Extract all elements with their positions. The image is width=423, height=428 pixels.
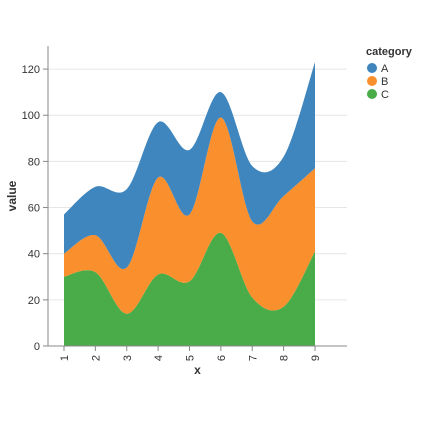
y-axis-ticks: 0 20 40 60 80 100 120 <box>22 64 48 353</box>
legend-label-C: C <box>381 89 389 101</box>
area-series-C <box>64 232 315 346</box>
axes: 0 20 40 60 80 100 120 1 2 3 4 5 6 7 8 9 x value <box>5 46 347 377</box>
legend-items: ABC <box>367 63 389 101</box>
y-tick-label: 100 <box>22 110 40 122</box>
x-tick-label: 9 <box>310 355 322 361</box>
area-series-A <box>64 62 315 270</box>
x-tick-label: 5 <box>185 355 197 361</box>
x-tick-label: 7 <box>247 355 259 361</box>
legend-label-B: B <box>381 76 388 88</box>
y-tick-label: 40 <box>28 249 40 261</box>
area-series <box>64 62 315 346</box>
legend-swatch-C <box>367 89 377 99</box>
y-tick-label: 120 <box>22 64 40 76</box>
y-tick-label: 80 <box>28 156 40 168</box>
y-tick-label: 20 <box>28 295 40 307</box>
legend-label-A: A <box>381 63 389 75</box>
x-tick-label: 1 <box>59 355 71 361</box>
x-tick-label: 6 <box>216 355 228 361</box>
area-series-B <box>64 117 315 314</box>
legend: category ABC <box>366 46 413 101</box>
legend-swatch-B <box>367 76 377 86</box>
x-tick-label: 3 <box>122 355 134 361</box>
y-tick-label: 60 <box>28 203 40 215</box>
x-axis-ticks: 1 2 3 4 5 6 7 8 9 <box>59 346 322 361</box>
x-tick-label: 8 <box>279 355 291 361</box>
x-axis-title: x <box>194 363 201 377</box>
legend-title: category <box>366 46 413 58</box>
y-tick-label: 0 <box>34 341 40 353</box>
x-tick-label: 2 <box>90 355 102 361</box>
legend-swatch-A <box>367 63 377 73</box>
x-tick-label: 4 <box>153 355 165 361</box>
y-axis-title: value <box>5 180 19 211</box>
